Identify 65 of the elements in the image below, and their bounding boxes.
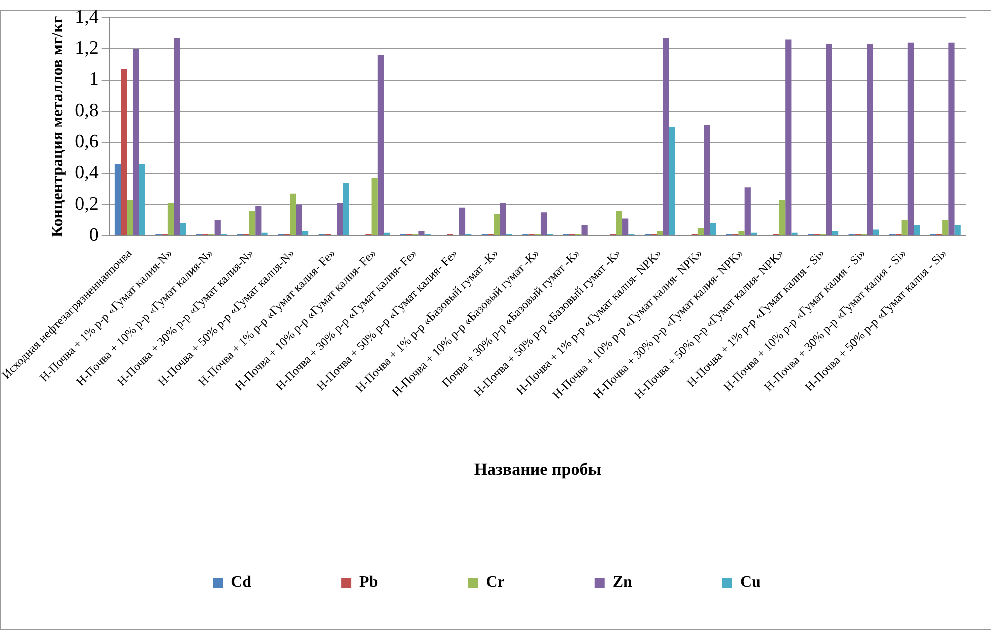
bar (669, 126, 676, 236)
bar (902, 220, 908, 236)
bar (133, 49, 140, 236)
bar (180, 223, 186, 236)
bar (168, 203, 174, 236)
bar (954, 225, 961, 236)
y-tick-label: 0 (89, 224, 99, 246)
bar (657, 231, 664, 236)
bar (908, 42, 914, 236)
y-axis-title: Концентрация металлов мг/кг (50, 16, 67, 238)
bar (867, 44, 874, 236)
bar (832, 231, 839, 236)
legend-label: Cr (486, 574, 505, 592)
bar (459, 208, 466, 236)
bar (127, 200, 134, 236)
legend-label: Zn (612, 574, 633, 592)
bar (540, 212, 548, 236)
bar (302, 231, 309, 236)
bar (214, 220, 221, 236)
bar (622, 218, 629, 236)
bar (114, 164, 122, 236)
bar (494, 214, 500, 236)
bar (290, 194, 296, 236)
bar (826, 44, 832, 236)
bar (337, 203, 344, 236)
legend-label: Pb (360, 574, 378, 592)
bar (343, 183, 350, 236)
y-tick-label: 1,4 (75, 6, 100, 28)
legend-label: Cu (740, 574, 762, 592)
bar (663, 38, 670, 236)
bar (296, 204, 302, 236)
bar (738, 231, 745, 236)
bar (378, 55, 384, 236)
y-tick-label: 0,4 (75, 162, 100, 184)
bar (750, 232, 758, 236)
bar (744, 188, 751, 236)
bar (792, 232, 798, 236)
legend-label: Cd (231, 574, 252, 592)
bar (942, 220, 949, 236)
bar (704, 125, 710, 236)
y-tick-label: 0,6 (75, 132, 99, 153)
bar (582, 225, 588, 236)
bar (914, 225, 920, 236)
bar (372, 178, 378, 236)
bar (262, 232, 268, 236)
bar (698, 228, 704, 236)
bar (174, 38, 180, 236)
bar (500, 203, 506, 236)
bar (121, 69, 128, 236)
bar (779, 200, 786, 236)
bar (873, 230, 880, 236)
bar (710, 223, 716, 236)
bar (384, 232, 390, 236)
bar (948, 42, 955, 236)
bar (418, 231, 425, 236)
x-axis-title: Название пробы (474, 460, 602, 480)
y-tick-label: 0,8 (75, 100, 99, 122)
y-tick-label: 0,2 (75, 194, 99, 215)
y-tick-label: 1,2 (75, 38, 99, 60)
bar (786, 40, 792, 236)
y-tick-label: 1 (89, 69, 99, 90)
bar (616, 211, 623, 236)
bar (256, 206, 262, 236)
bar (139, 164, 146, 236)
bar (249, 211, 256, 236)
